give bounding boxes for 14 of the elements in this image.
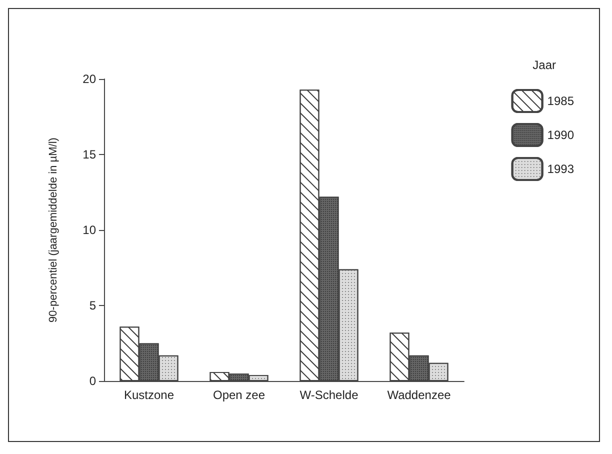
y-tick-label: 10 (82, 223, 96, 237)
legend-label: 1990 (547, 128, 574, 142)
y-axis-title: 90-percentiel (jaargemiddelde in µM/l) (48, 138, 60, 322)
y-tick-label: 20 (82, 72, 96, 86)
x-tick-label: Open zee (212, 388, 266, 402)
x-tick-label: W-Schelde (300, 388, 359, 402)
x-tick-label: Waddenzee (387, 388, 452, 402)
legend-label: 1985 (547, 94, 574, 108)
y-tick-label: 5 (89, 298, 96, 312)
y-tick-label: 15 (82, 148, 96, 162)
x-tick-label: Kustzone (124, 388, 174, 402)
legend-label: 1993 (547, 162, 574, 176)
legend-title: Jaar (532, 58, 556, 72)
y-tick-label: 0 (89, 374, 96, 388)
